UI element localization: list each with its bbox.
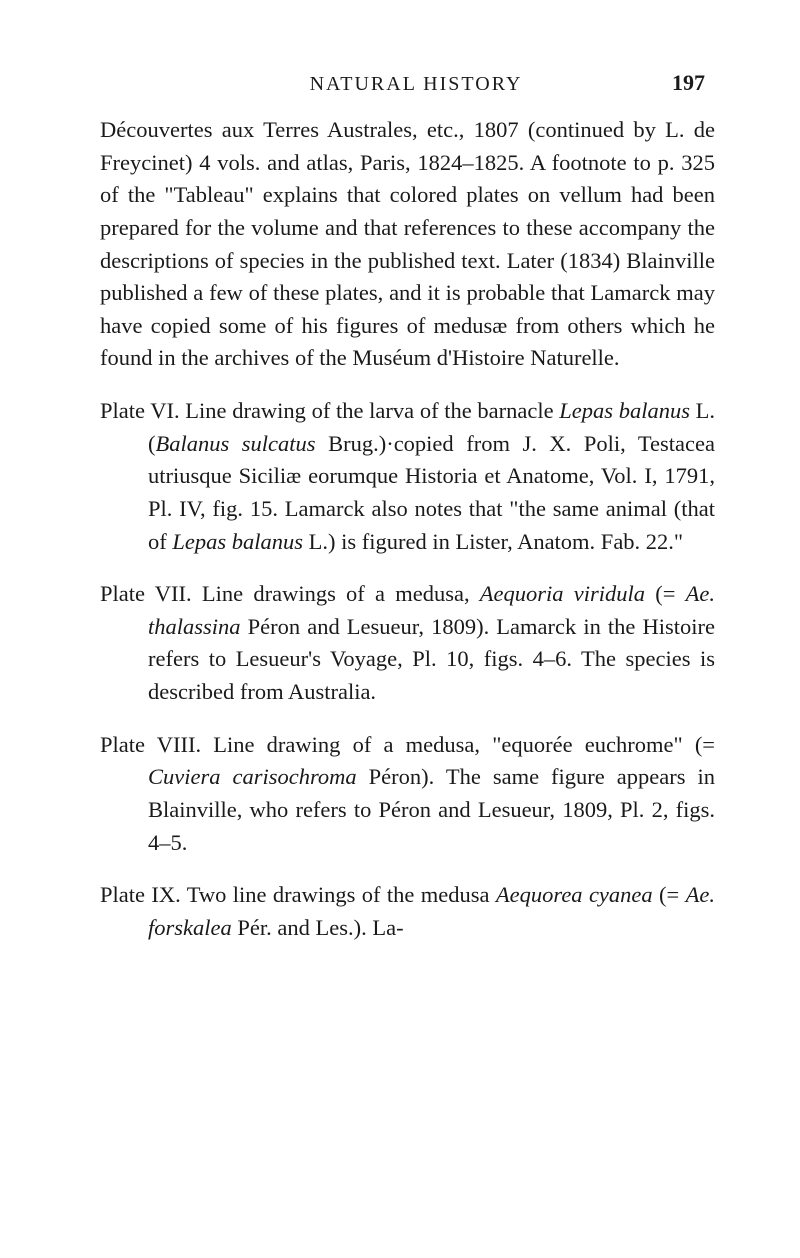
- plate9-italic1: Aequo­rea cyanea: [496, 882, 653, 907]
- plate8-italic1: Cuviera carisochroma: [148, 764, 357, 789]
- plate-viii-entry: Plate VIII. Line drawing of a medusa, "e…: [100, 729, 715, 860]
- plate9-suffix: Pér. and Les.). La-: [232, 915, 404, 940]
- plate-ix-entry: Plate IX. Two line drawings of the medus…: [100, 879, 715, 944]
- plate6-prefix: Plate VI. Line drawing of the larva of t…: [100, 398, 559, 423]
- plate6-italic3: Lepas balanus: [172, 529, 303, 554]
- plate8-prefix: Plate VIII. Line drawing of a medusa, "e…: [100, 732, 715, 757]
- plate-vii-entry: Plate VII. Line drawings of a medusa, Ae…: [100, 578, 715, 709]
- plate7-prefix: Plate VII. Line drawings of a medusa,: [100, 581, 480, 606]
- running-title: NATURAL HISTORY: [160, 73, 672, 96]
- plate6-suffix: L.) is figured in Lister, Anatom. Fab. 2…: [303, 529, 683, 554]
- plate-vi-entry: Plate VI. Line drawing of the larva of t…: [100, 395, 715, 558]
- intro-text: Découvertes aux Terres Australes, etc., …: [100, 117, 715, 370]
- plate9-prefix: Plate IX. Two line drawings of the medus…: [100, 882, 496, 907]
- intro-paragraph: Découvertes aux Terres Australes, etc., …: [100, 114, 715, 375]
- plate9-mid1: (=: [653, 882, 686, 907]
- plate6-italic2: Balanus sulcatus: [156, 431, 316, 456]
- plate6-italic1: Lepas balanus: [559, 398, 690, 423]
- plate7-mid1: (=: [645, 581, 686, 606]
- plate7-italic1: Aequoria viridula: [480, 581, 645, 606]
- page-number: 197: [672, 70, 705, 96]
- page-header: NATURAL HISTORY 197: [100, 70, 715, 96]
